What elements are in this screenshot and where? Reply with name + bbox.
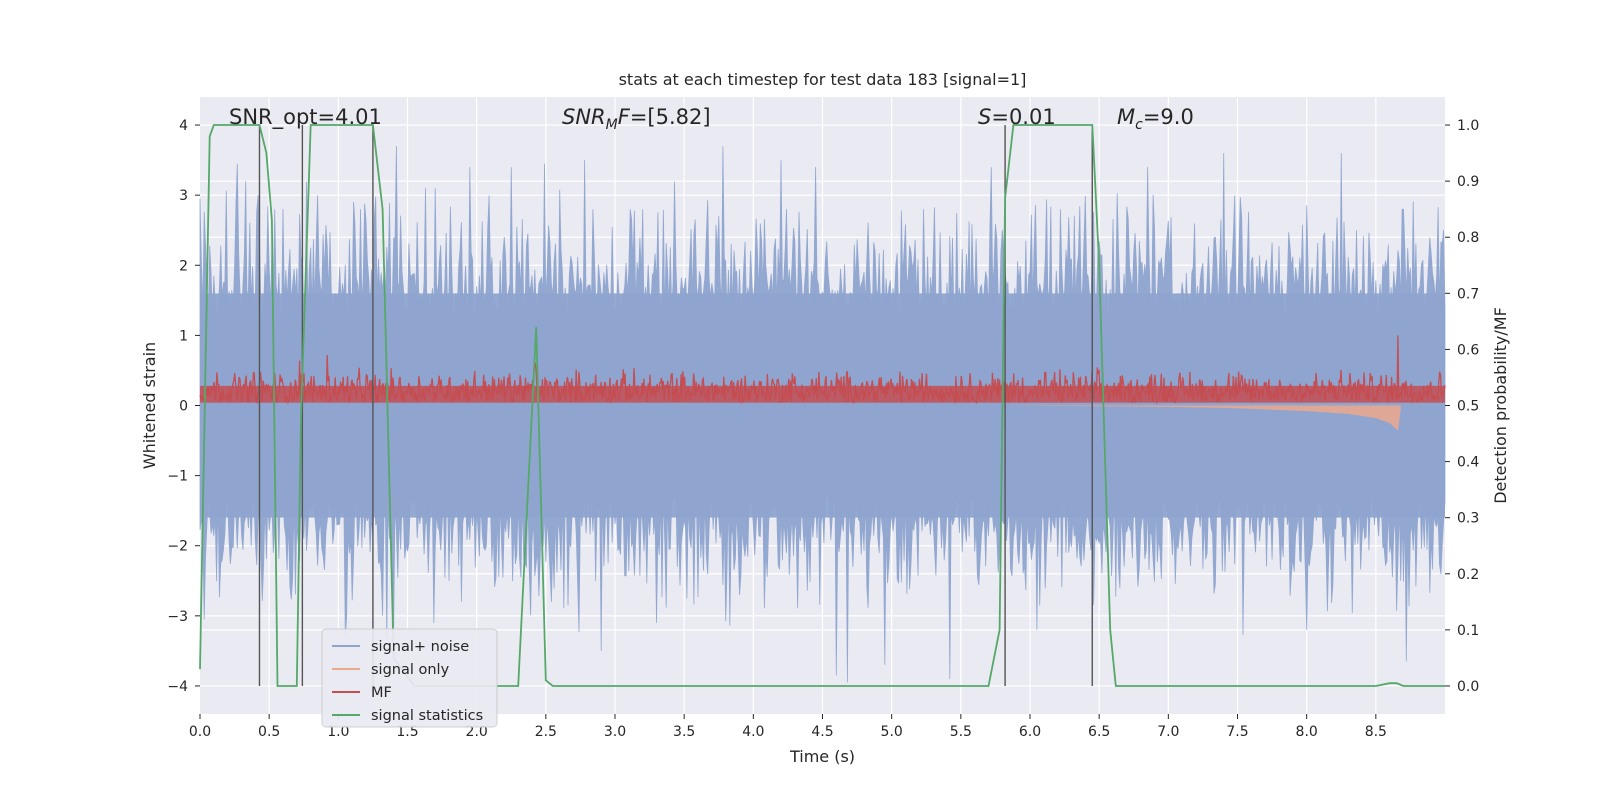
x-tick-label: 4.5 (811, 724, 833, 740)
right-y-tick-label: 1.0 (1457, 118, 1479, 134)
signal-statistics-series (199, 124, 1445, 687)
left-y-tick-label: 1 (179, 328, 188, 344)
x-tick-label: 1.5 (396, 724, 418, 740)
right-y-tick-label: 0.5 (1457, 399, 1479, 415)
x-tick-label: 2.0 (466, 724, 488, 740)
x-tick-label: 5.5 (950, 724, 972, 740)
x-tick-label: 2.5 (535, 724, 557, 740)
signal-only-envelope (1005, 405, 1401, 431)
legend: signal+ noise signal only MF signal statist… (321, 628, 498, 728)
left-y-tick-label: −4 (167, 679, 188, 695)
snr-mf-f: F (618, 105, 631, 129)
x-tick-label: 8.0 (1296, 724, 1318, 740)
legend-label: MF (371, 685, 392, 701)
snr-mf-value: =[5.82] (630, 105, 711, 129)
right-y-tick-label: 0.9 (1457, 174, 1479, 190)
x-tick-label: 7.0 (1157, 724, 1179, 740)
left-y-axis-label: Whitened strain (140, 342, 159, 469)
x-tick-label: 5.0 (881, 724, 903, 740)
left-y-tick-label: 0 (179, 399, 188, 415)
left-y-tick-label: −1 (167, 469, 188, 485)
s-value: =0.01 (991, 105, 1055, 129)
mf-series (199, 335, 1446, 405)
chart-title: stats at each timestep for test data 183… (619, 70, 1027, 89)
right-y-tick-label: 0.0 (1457, 679, 1479, 695)
x-tick-label: 3.5 (673, 724, 695, 740)
right-y-tick-label: 0.3 (1457, 511, 1479, 527)
x-tick-label: 4.0 (742, 724, 764, 740)
legend-label: signal statistics (371, 708, 483, 724)
snr-mf-prefix: SNR (562, 105, 606, 129)
snr-mf-annotation: SNRMF=[5.82] (562, 105, 711, 133)
x-tick-label: 0.5 (258, 724, 280, 740)
signal-only-series (1005, 405, 1401, 431)
left-y-tick-label: −3 (167, 609, 188, 625)
noise-upper-envelope (199, 146, 1446, 406)
snr-mf-subscript: M (606, 117, 618, 133)
x-tick-label: 7.5 (1226, 724, 1248, 740)
legend-label: signal+ noise (371, 639, 469, 655)
left-y-tick-label: −2 (167, 539, 188, 555)
x-tick-label: 1.0 (327, 724, 349, 740)
event-markers (258, 125, 1093, 686)
right-y-tick-label: 0.4 (1457, 455, 1479, 471)
s-annotation: S=0.01 (978, 105, 1056, 129)
right-y-tick-label: 0.1 (1457, 623, 1479, 639)
mc-value: =9.0 (1143, 105, 1194, 129)
signal-statistics-line (199, 124, 1445, 687)
right-y-tick-label: 0.6 (1457, 342, 1479, 358)
left-y-tick-label: 3 (179, 188, 188, 204)
s-prefix: S (978, 105, 991, 129)
x-tick-label: 6.0 (1019, 724, 1041, 740)
right-y-tick-label: 0.7 (1457, 286, 1479, 302)
left-y-tick-label: 2 (179, 258, 188, 274)
right-y-axis-label: Detection probability/MF (1491, 307, 1510, 504)
x-tick-labels: 0.0 0.5 1.0 1.5 2.0 2.5 3.0 3.5 4.0 4.5 5.0 5.5 6.0 6… (189, 714, 1387, 740)
x-tick-label: 3.0 (604, 724, 626, 740)
x-tick-label: 6.5 (1088, 724, 1110, 740)
mc-prefix: M (1117, 105, 1135, 129)
legend-box (321, 628, 498, 728)
left-y-tick-labels: 4 3 2 1 0 −1 −2 −3 −4 (167, 118, 200, 695)
legend-label: signal only (371, 662, 450, 678)
mc-annotation: Mc=9.0 (1117, 105, 1194, 133)
right-y-tick-labels: 1.0 0.9 0.8 0.7 0.6 0.5 0.4 0.3 0.2 0.1 0.0 (1445, 118, 1479, 695)
signal-noise-series (199, 146, 1446, 683)
right-y-tick-label: 0.2 (1457, 567, 1479, 583)
snr-opt-annotation: SNR_opt=4.01 (229, 105, 382, 130)
mc-subscript: c (1135, 117, 1143, 133)
x-tick-label: 8.5 (1365, 724, 1387, 740)
right-y-tick-label: 0.8 (1457, 230, 1479, 246)
noise-lower-envelope (199, 405, 1446, 683)
x-axis-label: Time (s) (789, 747, 855, 766)
left-y-tick-label: 4 (179, 118, 188, 134)
x-tick-label: 0.0 (189, 724, 211, 740)
mf-band (200, 385, 1445, 403)
